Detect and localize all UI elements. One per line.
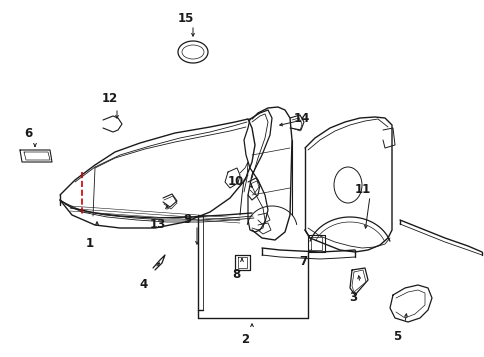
Text: 15: 15: [178, 12, 194, 25]
Text: 5: 5: [392, 330, 400, 343]
Text: 6: 6: [24, 127, 32, 140]
Text: 2: 2: [241, 333, 249, 346]
Text: 3: 3: [348, 291, 356, 304]
Text: 12: 12: [102, 92, 118, 105]
Text: 8: 8: [231, 268, 240, 281]
Text: 14: 14: [293, 112, 310, 125]
Text: 4: 4: [139, 278, 148, 291]
Text: 9: 9: [183, 213, 192, 226]
Text: 1: 1: [86, 237, 94, 250]
Text: 11: 11: [354, 183, 370, 196]
Text: 13: 13: [150, 218, 166, 231]
Text: 10: 10: [227, 175, 243, 188]
Text: 7: 7: [298, 255, 306, 268]
